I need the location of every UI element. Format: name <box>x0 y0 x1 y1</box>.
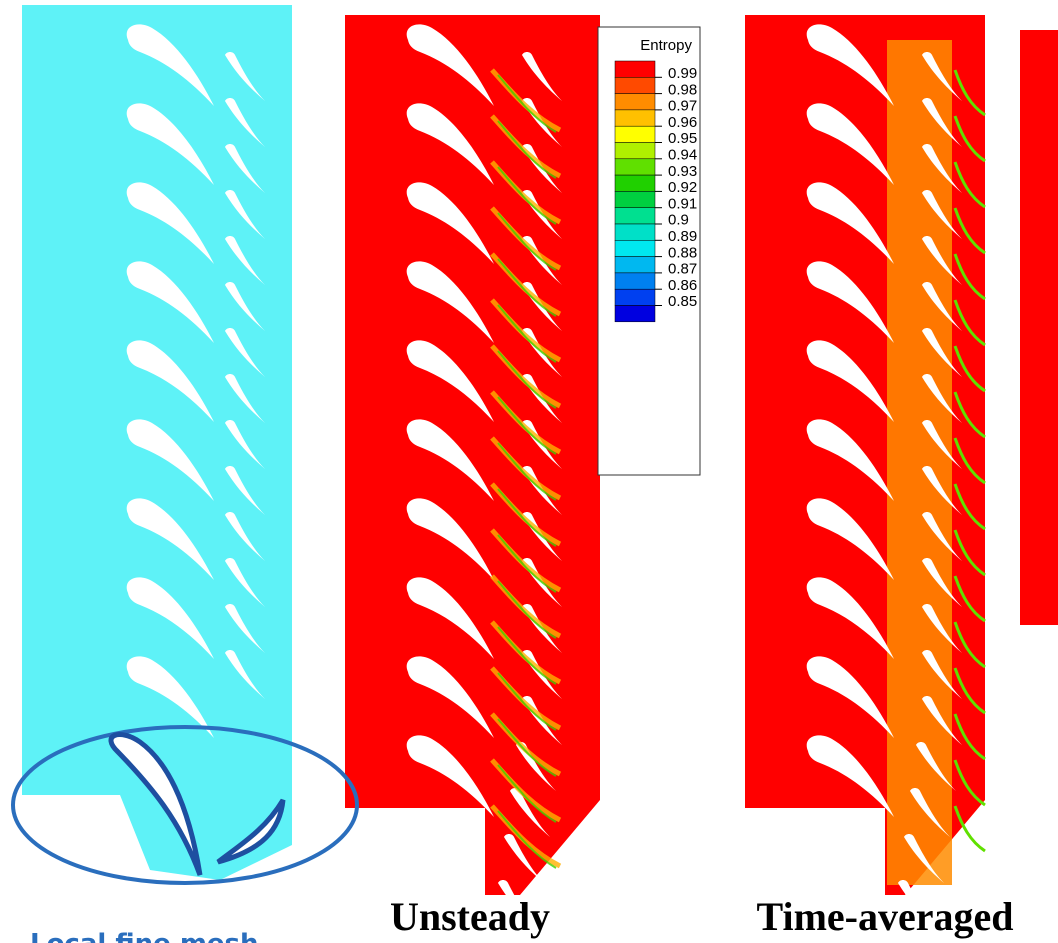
legend-title: Entropy <box>640 37 692 54</box>
fine-mesh-blade <box>108 732 203 876</box>
wake-streak <box>497 350 557 409</box>
wake-streak <box>497 718 557 777</box>
panel-label: Local fine mesh <box>30 929 259 943</box>
wake-streak <box>953 391 986 439</box>
legend-swatch <box>614 240 656 257</box>
partial-domain <box>1020 30 1058 625</box>
legend-label: 0.9 <box>668 212 689 229</box>
wake-streak <box>953 483 986 531</box>
panel-label: Unsteady <box>390 894 550 939</box>
legend-swatch <box>614 125 656 143</box>
wake-streak <box>497 626 557 685</box>
legend-label: 0.87 <box>668 261 697 278</box>
legend-swatch <box>614 256 656 274</box>
wake-streak <box>497 534 557 593</box>
wake-streak <box>953 69 986 117</box>
wake-streak <box>497 396 557 455</box>
unsteady-domain <box>345 15 600 895</box>
legend-swatch <box>614 272 656 290</box>
wake-streak <box>497 304 557 363</box>
wake-streak <box>497 166 557 225</box>
legend-swatch <box>614 174 656 192</box>
legend-swatch <box>614 93 656 111</box>
legend-label: 0.93 <box>668 163 697 180</box>
wake-streak <box>953 161 986 209</box>
legend-swatch <box>614 158 656 176</box>
legend-swatch <box>614 77 656 94</box>
legend-label: 0.91 <box>668 195 697 212</box>
wake-streak <box>497 442 557 501</box>
panel-label: Time-averaged <box>757 894 1014 939</box>
wake-streak <box>497 764 557 823</box>
wake-streak <box>953 621 986 669</box>
wake-streak <box>497 580 557 639</box>
legend-swatch <box>614 60 656 78</box>
legend-swatch <box>614 207 656 225</box>
legend-label: 0.86 <box>668 277 697 294</box>
legend-label: 0.85 <box>668 293 697 310</box>
wake-streak <box>953 575 986 623</box>
wake-streak <box>497 810 557 869</box>
wake-streak <box>497 258 557 317</box>
wake-streak <box>953 759 986 807</box>
legend-swatch <box>614 288 656 306</box>
wake-streak <box>953 529 986 577</box>
highlight-ellipse <box>11 725 359 885</box>
legend-label: 0.99 <box>668 65 697 82</box>
legend-swatch <box>614 109 656 127</box>
legend-label: 0.89 <box>668 228 697 245</box>
wake-streak <box>497 212 557 271</box>
wake-streak <box>953 713 986 761</box>
mesh-domain-tail <box>120 795 292 880</box>
legend-label: 0.97 <box>668 98 697 115</box>
fine-mesh-rotor <box>216 798 286 865</box>
legend-label: 0.96 <box>668 114 697 131</box>
legend-label: 0.88 <box>668 244 697 261</box>
blades <box>126 24 986 929</box>
wake-streak <box>497 672 557 731</box>
wake-streak <box>953 437 986 485</box>
wake-streak <box>953 207 986 255</box>
legend-swatch <box>614 142 656 160</box>
wake-streak <box>953 345 986 393</box>
legend-swatch <box>614 191 656 208</box>
wake-streak <box>953 667 986 715</box>
legend-label: 0.94 <box>668 146 697 163</box>
legend-label: 0.95 <box>668 130 697 147</box>
legend-swatch <box>614 223 656 241</box>
wake-streak <box>497 120 557 179</box>
wake-streak <box>953 299 986 347</box>
wake-streak <box>953 805 986 853</box>
wake-streak <box>497 74 557 133</box>
wake-streak <box>953 253 986 301</box>
legend-label: 0.98 <box>668 81 697 98</box>
wake-streak <box>953 115 986 163</box>
wake-streak <box>497 488 557 547</box>
legend-label: 0.92 <box>668 179 697 196</box>
legend: 0.990.980.970.960.950.940.930.920.910.90… <box>614 60 697 323</box>
legend-swatch <box>614 305 656 323</box>
